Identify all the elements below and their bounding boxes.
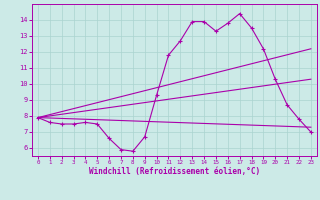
X-axis label: Windchill (Refroidissement éolien,°C): Windchill (Refroidissement éolien,°C)	[89, 167, 260, 176]
